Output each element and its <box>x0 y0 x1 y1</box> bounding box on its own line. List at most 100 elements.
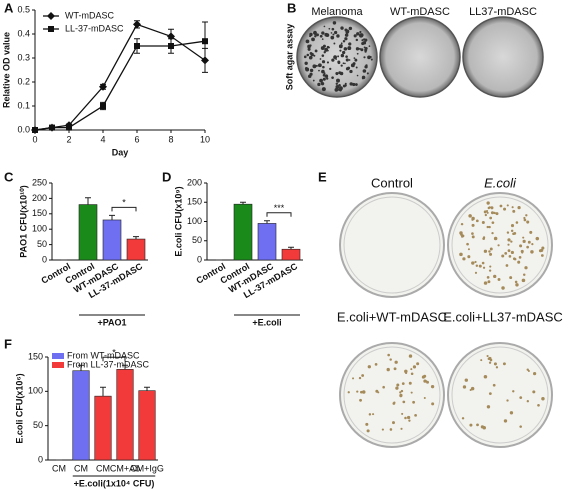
colony <box>529 230 533 234</box>
colony <box>517 260 521 264</box>
group-label: +PAO1 <box>97 317 126 327</box>
colony <box>322 65 325 69</box>
colony <box>520 249 524 253</box>
y-tick-label: 100 <box>187 216 202 226</box>
colony <box>462 257 466 261</box>
dish <box>447 342 553 448</box>
plate-label: WT-mDASC <box>390 6 450 18</box>
soft-agar-title: Soft agar assay <box>284 24 294 91</box>
colony <box>506 231 510 234</box>
colony <box>537 403 540 407</box>
colony <box>389 428 393 431</box>
y-tick-label: 150 <box>187 197 202 207</box>
colony <box>399 394 403 398</box>
colony <box>344 47 347 50</box>
colony <box>305 39 310 44</box>
colony <box>303 55 307 59</box>
colony <box>503 419 508 423</box>
colony <box>467 248 470 251</box>
colony <box>322 44 326 48</box>
colony <box>474 260 477 264</box>
colony <box>488 206 491 209</box>
colony <box>488 225 491 229</box>
y-tick-label: 200 <box>187 177 202 187</box>
dish <box>339 342 445 448</box>
colony <box>507 249 511 253</box>
colony <box>486 201 490 205</box>
x-tick-label: CM <box>52 463 66 473</box>
colony <box>339 71 344 76</box>
error-bar <box>144 386 150 391</box>
colony <box>318 69 320 72</box>
colony <box>509 411 514 415</box>
colony <box>483 281 488 285</box>
colony <box>499 204 503 208</box>
colony <box>331 58 335 62</box>
colony <box>313 54 316 57</box>
colony <box>337 60 341 64</box>
colony <box>491 221 495 225</box>
colony <box>399 391 402 394</box>
colony <box>526 400 529 403</box>
marker <box>133 20 141 29</box>
colony <box>483 210 487 214</box>
colony <box>311 37 315 42</box>
colony <box>469 388 472 392</box>
colony <box>483 249 488 253</box>
colony <box>356 32 360 36</box>
colony <box>519 244 523 248</box>
colony <box>312 64 317 69</box>
colony <box>368 45 371 48</box>
colony <box>314 49 318 53</box>
colony <box>404 371 408 375</box>
bar <box>78 204 98 261</box>
colony <box>374 363 378 366</box>
colony <box>307 47 311 51</box>
colony <box>359 398 362 402</box>
error-bar <box>109 214 115 220</box>
colony <box>356 52 359 55</box>
colony <box>497 278 501 281</box>
colony <box>513 232 517 235</box>
y-tick-label: 0.4 <box>17 28 30 38</box>
colony <box>408 419 411 422</box>
colony <box>344 82 347 85</box>
colony <box>408 354 413 358</box>
colony <box>348 26 353 31</box>
colony <box>319 34 323 38</box>
colony <box>527 369 530 372</box>
colony <box>519 396 523 400</box>
colony <box>493 362 497 366</box>
x-tick-label: 4 <box>100 134 105 144</box>
colony <box>459 231 463 235</box>
y-tick-label: 0.5 <box>17 4 30 14</box>
colony <box>321 60 326 64</box>
dish <box>339 192 445 298</box>
colony <box>495 212 499 216</box>
colony <box>332 21 337 25</box>
colony <box>324 74 329 78</box>
marker <box>100 103 106 109</box>
colony <box>540 254 544 257</box>
colony <box>361 390 366 394</box>
colony <box>349 82 353 86</box>
colony <box>509 276 513 280</box>
colony <box>321 38 324 40</box>
colony <box>423 374 427 378</box>
colony <box>487 280 491 284</box>
colony <box>526 245 529 249</box>
colony <box>511 206 514 209</box>
colony <box>321 31 325 35</box>
significance-label: *** <box>274 203 285 213</box>
bar <box>94 395 112 461</box>
colony <box>515 283 519 287</box>
y-tick-label: 50 <box>33 420 43 430</box>
colony <box>336 34 340 38</box>
colony <box>334 88 339 92</box>
colony <box>328 46 330 49</box>
colony <box>361 39 364 42</box>
x-tick-label: CM <box>74 463 88 473</box>
marker <box>134 43 140 49</box>
colony <box>370 58 373 61</box>
